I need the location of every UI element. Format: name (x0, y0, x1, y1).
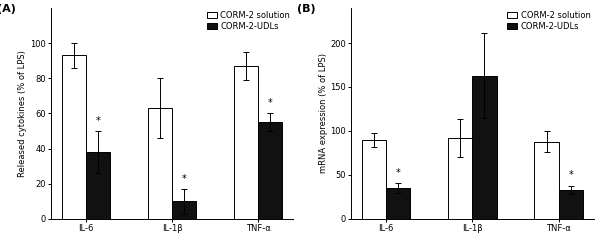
Y-axis label: Released cytokines (% of LPS): Released cytokines (% of LPS) (18, 50, 27, 177)
Text: (B): (B) (297, 4, 316, 14)
Text: *: * (396, 168, 401, 178)
Text: *: * (568, 170, 573, 180)
Legend: CORM-2 solution, CORM-2-UDLs: CORM-2 solution, CORM-2-UDLs (205, 9, 292, 32)
Bar (472, 76, 496, 219)
Text: (A): (A) (0, 4, 16, 14)
Bar (172, 201, 196, 219)
Text: *: * (96, 116, 100, 126)
Bar (148, 108, 172, 219)
Bar (559, 190, 583, 219)
Bar (448, 138, 472, 219)
Bar (386, 188, 410, 219)
Text: *: * (268, 98, 273, 108)
Y-axis label: mRNA expression (% of LPS): mRNA expression (% of LPS) (319, 53, 328, 173)
Bar (535, 141, 559, 219)
Text: *: * (182, 174, 187, 184)
Bar (362, 140, 386, 219)
Bar (234, 66, 258, 219)
Bar (86, 152, 110, 219)
Legend: CORM-2 solution, CORM-2-UDLs: CORM-2 solution, CORM-2-UDLs (506, 9, 592, 32)
Bar (62, 55, 86, 219)
Bar (258, 122, 282, 219)
